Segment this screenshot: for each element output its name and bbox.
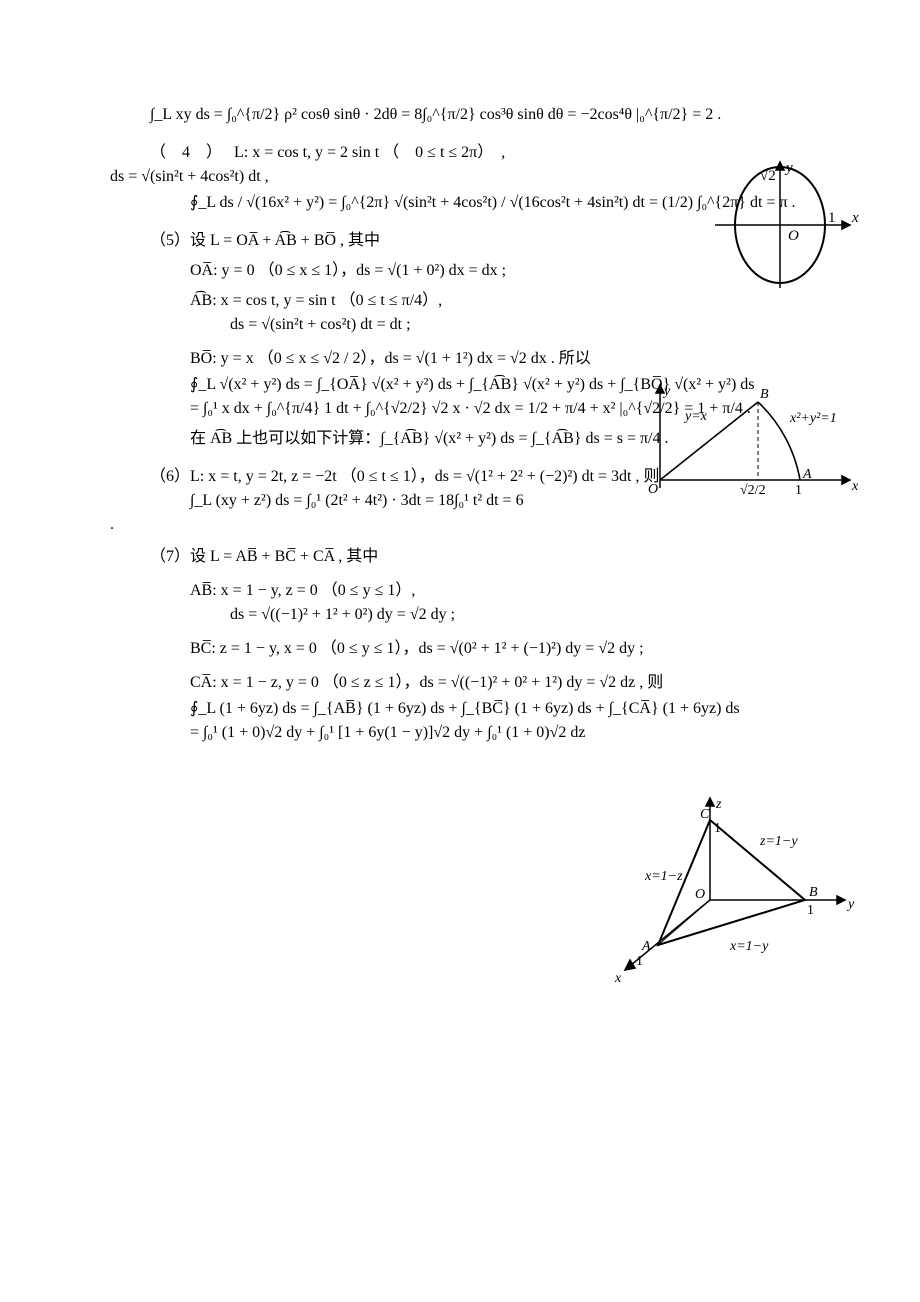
point-C-label: C	[700, 807, 710, 822]
z-axis-label: z	[715, 797, 722, 812]
eq-line: = ∫₀¹ (1 + 0)√2 dy + ∫₀¹ [1 + 6y(1 − y)]…	[110, 724, 810, 742]
y-axis-label: y	[662, 384, 671, 399]
x-axis-label: x	[851, 479, 859, 494]
eq-line: ds = √(sin²t + cos²t) dt = dt ;	[110, 316, 810, 334]
eq-line: BC̅: z = 1 − y, x = 0 （0 ≤ y ≤ 1），ds = √…	[110, 634, 810, 658]
edge3-label: x=1−y	[729, 939, 769, 954]
eq-line: ∮_L (1 + 6yz) ds = ∫_{AB̅} (1 + 6yz) ds …	[110, 698, 810, 718]
eq-line: ∫_L xy ds = ∫₀^{π/2} ρ² cosθ sinθ · 2dθ …	[110, 106, 810, 124]
figure-3d-triangle: z y x O C B A 1 1 1 x=1−z z=1−y x=1−y	[590, 790, 860, 990]
edge2-label: z=1−y	[759, 834, 798, 849]
eq-line: （7）设 L = AB̅ + BC̅ + CA̅ , 其中	[110, 542, 810, 566]
one-x-label: 1	[636, 954, 643, 969]
tick-root2over2-label: √2/2	[740, 483, 766, 498]
point-B-label: B	[760, 387, 769, 402]
xtick-label: 1	[828, 210, 836, 226]
eq-line: AB̅: x = 1 − y, z = 0 （0 ≤ y ≤ 1）,	[110, 576, 810, 600]
point-A-label: A	[641, 939, 651, 954]
point-B-label: B	[809, 885, 818, 900]
point-A-label: A	[802, 467, 812, 482]
origin-label: O	[695, 887, 705, 902]
origin-label: O	[648, 482, 658, 497]
one-z-label: 1	[714, 821, 721, 836]
x-axis-label: x	[851, 210, 859, 226]
eq-line: BO̅: y = x （0 ≤ x ≤ √2 / 2），ds = √(1 + 1…	[110, 344, 810, 368]
eq-line: .	[110, 516, 810, 534]
ytick-label: √2	[760, 168, 776, 184]
eq-line: （ 4 ） L: x = cos t, y = 2 sin t （ 0 ≤ t …	[110, 138, 810, 162]
figure-ellipse: O x y √2 1	[700, 160, 870, 290]
origin-label: O	[788, 228, 799, 244]
eq-line: ds = √((−1)² + 1² + 0²) dy = √2 dy ;	[110, 606, 810, 624]
line-yx-label: y=x	[683, 409, 708, 424]
x-axis-label: x	[614, 971, 622, 986]
circle-eq-label: x²+y²=1	[789, 411, 837, 426]
edge1-label: x=1−z	[644, 869, 683, 884]
eq-line: CA̅: x = 1 − z, y = 0 （0 ≤ z ≤ 1），ds = √…	[110, 668, 810, 692]
one-y-label: 1	[807, 903, 814, 918]
figure-quarter-circle: O y x B A y=x x²+y²=1 √2/2 1	[640, 380, 870, 500]
y-axis-label: y	[784, 160, 793, 176]
y-axis-label: y	[846, 897, 855, 912]
tick-1-label: 1	[795, 483, 802, 498]
